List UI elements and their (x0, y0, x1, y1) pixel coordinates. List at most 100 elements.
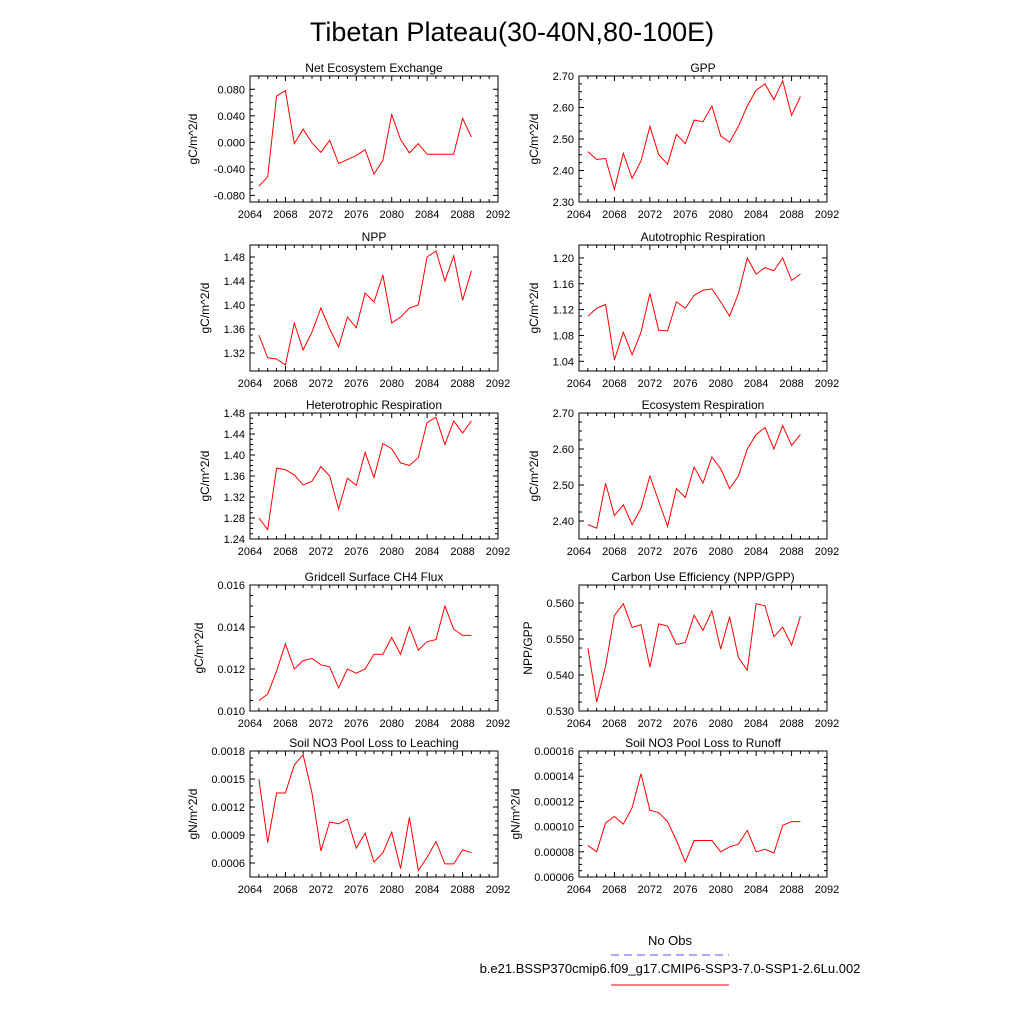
x-tick-label: 2080 (708, 378, 732, 390)
panel-title: Carbon Use Efficiency (NPP/GPP) (611, 570, 794, 584)
x-tick-label: 2088 (450, 209, 474, 221)
x-tick-label: 2088 (779, 209, 803, 221)
x-tick-label: 2068 (602, 718, 626, 730)
x-tick-label: 2064 (567, 546, 591, 558)
panel-title: Soil NO3 Pool Loss to Leaching (289, 736, 458, 750)
y-tick-label: 1.36 (224, 471, 245, 483)
y-tick-label: 2.50 (553, 480, 574, 492)
x-tick-label: 2068 (273, 209, 297, 221)
x-tick-label: 2084 (744, 209, 768, 221)
x-tick-label: 2072 (309, 884, 333, 896)
x-tick-label: 2068 (273, 718, 297, 730)
x-tick-label: 2092 (815, 378, 839, 390)
x-tick-label: 2080 (379, 884, 403, 896)
plot-frame (249, 244, 499, 372)
y-axis-label: gC/m^2/d (198, 451, 212, 502)
y-tick-label: 0.540 (546, 670, 574, 682)
panel-carbon-use-efficiency-npp-gpp: Carbon Use Efficiency (NPP/GPP) 2064 2068 2… (521, 570, 839, 730)
x-tick-label: 2080 (708, 209, 732, 221)
y-tick-label: 1.12 (553, 305, 574, 317)
y-tick-label: 2.70 (553, 408, 574, 420)
y-tick-label: 0.00010 (534, 822, 574, 834)
series-line (258, 250, 472, 366)
panel-autotrophic-respiration: Autotrophic Respiration 2064 2068 2072 2076 2… (527, 230, 839, 390)
y-tick-label: 0.014 (217, 622, 245, 634)
series-line (587, 773, 801, 864)
series-line (258, 753, 472, 872)
x-tick-label: 2080 (708, 546, 732, 558)
x-tick-label: 2072 (638, 718, 662, 730)
x-tick-label: 2084 (744, 718, 768, 730)
y-tick-label: 1.32 (224, 348, 245, 360)
panel-gridcell-surface-ch4-flux: Gridcell Surface CH4 Flux 2064 2068 2072 207… (192, 570, 510, 730)
x-tick-label: 2088 (779, 546, 803, 558)
x-tick-label: 2068 (602, 378, 626, 390)
x-tick-label: 2088 (450, 884, 474, 896)
x-tick-label: 2088 (779, 718, 803, 730)
panel-title: Gridcell Surface CH4 Flux (305, 570, 444, 584)
x-tick-label: 2080 (708, 718, 732, 730)
x-tick-label: 2080 (379, 718, 403, 730)
series-line (258, 89, 472, 187)
x-tick-label: 2068 (273, 546, 297, 558)
series-line (258, 604, 472, 701)
panel-npp: NPP 2064 2068 2072 2076 2080 2084 2088 2092 1.32 1… (198, 230, 510, 390)
x-tick-label: 2092 (486, 718, 510, 730)
y-tick-label: 1.28 (224, 513, 245, 525)
y-tick-label: 1.40 (224, 300, 245, 312)
y-tick-label: 0.0009 (211, 830, 245, 842)
y-axis-label: gC/m^2/d (186, 114, 200, 165)
x-tick-label: 2080 (379, 209, 403, 221)
y-tick-label: 1.20 (553, 253, 574, 265)
x-tick-label: 2072 (638, 546, 662, 558)
x-tick-label: 2092 (815, 546, 839, 558)
x-tick-label: 2072 (638, 884, 662, 896)
x-tick-label: 2064 (238, 378, 262, 390)
panel-title: Soil NO3 Pool Loss to Runoff (625, 736, 782, 750)
y-tick-label: 2.40 (553, 166, 574, 178)
y-tick-label: -0.040 (214, 164, 245, 176)
y-axis-label: gN/m^2/d (186, 789, 200, 840)
y-tick-label: 2.60 (553, 103, 574, 115)
y-axis-label: gC/m^2/d (527, 451, 541, 502)
x-tick-label: 2092 (815, 209, 839, 221)
x-tick-label: 2084 (415, 378, 439, 390)
x-tick-label: 2076 (344, 378, 368, 390)
x-tick-label: 2064 (238, 718, 262, 730)
x-tick-label: 2084 (415, 546, 439, 558)
y-tick-label: 1.44 (224, 276, 245, 288)
x-tick-label: 2076 (344, 718, 368, 730)
legend-label-model-run: b.e21.BSSP370cmip6.f09_g17.CMIP6-SSP3-7.… (480, 961, 861, 976)
y-tick-label: 0.040 (217, 111, 245, 123)
panel-soil-no3-pool-loss-to-runoff: Soil NO3 Pool Loss to Runoff 2064 2068 2072… (509, 736, 840, 896)
panel-title: NPP (362, 230, 387, 244)
y-tick-label: 1.16 (553, 279, 574, 291)
y-axis-label: gC/m^2/d (527, 283, 541, 334)
y-tick-label: 2.30 (553, 197, 574, 209)
panel-net-ecosystem-exchange: Net Ecosystem Exchange 2064 2068 2072 2076 20… (186, 61, 510, 221)
x-tick-label: 2084 (415, 718, 439, 730)
x-tick-label: 2076 (344, 546, 368, 558)
y-tick-label: 2.70 (553, 71, 574, 83)
x-tick-label: 2076 (673, 546, 697, 558)
x-tick-label: 2064 (567, 884, 591, 896)
y-tick-label: 0.00012 (534, 796, 574, 808)
y-tick-label: 0.012 (217, 664, 245, 676)
y-tick-label: 0.0015 (211, 774, 245, 786)
panel-heterotrophic-respiration: Heterotrophic Respiration 2064 2068 2072 207… (198, 398, 510, 558)
y-tick-label: 0.016 (217, 580, 245, 592)
x-tick-label: 2084 (415, 209, 439, 221)
x-tick-label: 2076 (673, 718, 697, 730)
y-tick-label: 0.550 (546, 634, 574, 646)
series-line (258, 416, 472, 531)
y-tick-label: 2.40 (553, 516, 574, 528)
y-tick-label: 0.00008 (534, 847, 574, 859)
y-axis-label: gN/m^2/d (509, 789, 523, 840)
plot-frame (578, 750, 828, 878)
y-tick-label: 0.00014 (534, 771, 574, 783)
panel-title: Heterotrophic Respiration (306, 398, 442, 412)
x-tick-label: 2080 (708, 884, 732, 896)
y-tick-label: 0.00016 (534, 746, 574, 758)
panel-title: Net Ecosystem Exchange (305, 61, 443, 75)
y-tick-label: 0.0018 (211, 746, 245, 758)
